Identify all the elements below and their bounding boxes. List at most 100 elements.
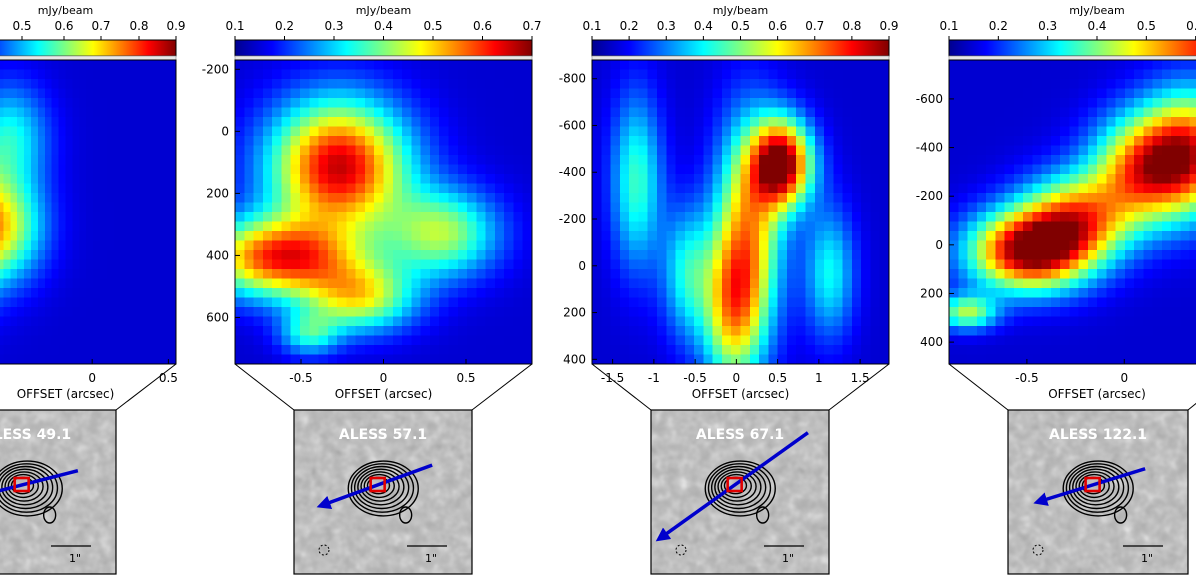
heatmap-cell bbox=[513, 79, 523, 89]
heatmap-cell bbox=[1171, 355, 1181, 365]
heatmap-cell bbox=[79, 60, 87, 70]
heatmap-cell bbox=[107, 127, 115, 137]
heatmap-cell bbox=[10, 307, 18, 317]
heatmap-cell bbox=[968, 79, 978, 89]
heatmap-cell bbox=[486, 307, 496, 317]
heatmap-cell bbox=[421, 317, 431, 327]
heatmap-cell bbox=[880, 336, 890, 346]
heatmap-cell bbox=[1171, 98, 1181, 108]
heatmap-cell bbox=[356, 222, 366, 232]
heatmap-cell bbox=[374, 326, 384, 336]
heatmap-cell bbox=[1014, 184, 1024, 194]
heatmap-cell bbox=[384, 250, 394, 260]
heatmap-cell bbox=[356, 345, 366, 355]
heatmap-cell bbox=[768, 108, 778, 118]
heatmap-cell bbox=[1051, 326, 1061, 336]
heatmap-cell bbox=[523, 345, 533, 355]
heatmap-cell bbox=[309, 98, 319, 108]
heatmap-cell bbox=[1180, 70, 1190, 80]
heatmap-cell bbox=[805, 288, 815, 298]
heatmap-cell bbox=[121, 212, 129, 222]
heatmap-cell bbox=[601, 298, 611, 308]
heatmap-cell bbox=[1143, 203, 1153, 213]
heatmap-cell bbox=[592, 250, 602, 260]
heatmap-cell bbox=[337, 326, 347, 336]
heatmap-cell bbox=[1088, 279, 1098, 289]
heatmap-cell bbox=[778, 279, 788, 289]
heatmap-cell bbox=[448, 269, 458, 279]
heatmap-cell bbox=[281, 336, 291, 346]
heatmap-cell bbox=[1088, 231, 1098, 241]
heatmap-cell bbox=[592, 165, 602, 175]
heatmap-cell bbox=[45, 60, 53, 70]
heatmap-cell bbox=[513, 165, 523, 175]
heatmap-cell bbox=[59, 117, 67, 127]
heatmap-cell bbox=[657, 79, 667, 89]
heatmap-cell bbox=[870, 355, 880, 365]
heatmap-cell bbox=[513, 203, 523, 213]
heatmap-cell bbox=[1042, 269, 1052, 279]
heatmap-cell bbox=[467, 155, 477, 165]
heatmap-cell bbox=[1106, 203, 1116, 213]
heatmap-cell bbox=[393, 345, 403, 355]
heatmap-cell bbox=[281, 127, 291, 137]
heatmap-cell bbox=[93, 231, 101, 241]
heatmap-cell bbox=[1060, 336, 1070, 346]
heatmap-cell bbox=[592, 184, 602, 194]
heatmap-cell bbox=[1125, 345, 1135, 355]
heatmap-cell bbox=[968, 241, 978, 251]
heatmap-cell bbox=[1116, 317, 1126, 327]
heatmap-cell bbox=[648, 193, 658, 203]
heatmap-cell bbox=[476, 250, 486, 260]
heatmap-cell bbox=[1134, 326, 1144, 336]
heatmap-cell bbox=[31, 89, 39, 99]
colorbar-tick-label: 0.2 bbox=[275, 19, 294, 33]
heatmap-cell bbox=[272, 89, 282, 99]
heatmap-cell bbox=[1190, 89, 1196, 99]
heatmap-cell bbox=[741, 307, 751, 317]
heatmap-cell bbox=[722, 70, 732, 80]
heatmap-cell bbox=[1143, 279, 1153, 289]
heatmap-cell bbox=[1079, 174, 1089, 184]
heatmap-cell bbox=[843, 307, 853, 317]
heatmap-cell bbox=[93, 98, 101, 108]
heatmap-cell bbox=[694, 317, 704, 327]
heatmap-cell bbox=[254, 184, 264, 194]
heatmap-cell bbox=[121, 336, 129, 346]
heatmap-cell bbox=[611, 108, 621, 118]
heatmap-cell bbox=[1088, 193, 1098, 203]
heatmap-cell bbox=[1190, 231, 1196, 241]
heatmap-cell bbox=[1014, 165, 1024, 175]
heatmap-cell bbox=[861, 165, 871, 175]
heatmap-cell bbox=[59, 317, 67, 327]
heatmap-cell bbox=[629, 146, 639, 156]
heatmap-cell bbox=[1069, 212, 1079, 222]
heatmap-cell bbox=[384, 70, 394, 80]
heatmap-cell bbox=[620, 317, 630, 327]
heatmap-cell bbox=[17, 193, 25, 203]
inset-label: ALESS 122.1 bbox=[1049, 427, 1147, 443]
heatmap-cell bbox=[880, 165, 890, 175]
heatmap-cell bbox=[949, 212, 959, 222]
heatmap-cell bbox=[741, 317, 751, 327]
heatmap-cell bbox=[1190, 298, 1196, 308]
heatmap-cell bbox=[1042, 108, 1052, 118]
heatmap-cell bbox=[768, 193, 778, 203]
heatmap-cell bbox=[995, 317, 1005, 327]
heatmap-cell bbox=[1153, 298, 1163, 308]
heatmap-cell bbox=[592, 241, 602, 251]
heatmap-cell bbox=[601, 98, 611, 108]
heatmap-cell bbox=[968, 60, 978, 70]
heatmap-cell bbox=[393, 146, 403, 156]
heatmap-cell bbox=[949, 79, 959, 89]
heatmap-cell bbox=[162, 117, 170, 127]
heatmap-cell bbox=[852, 60, 862, 70]
heatmap-cell bbox=[513, 174, 523, 184]
heatmap-cell bbox=[778, 79, 788, 89]
heatmap-cell bbox=[135, 222, 143, 232]
heatmap-cell bbox=[694, 241, 704, 251]
heatmap-cell bbox=[611, 174, 621, 184]
heatmap-cell bbox=[1125, 174, 1135, 184]
heatmap-cell bbox=[986, 174, 996, 184]
heatmap-cell bbox=[648, 60, 658, 70]
